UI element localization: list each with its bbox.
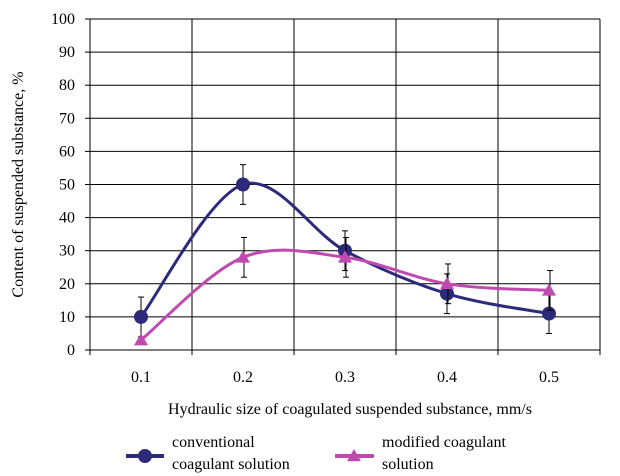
x-tick-label: 0.4	[437, 369, 457, 386]
data-point	[134, 333, 148, 346]
data-point	[338, 250, 352, 263]
data-point	[542, 306, 556, 321]
data-point	[440, 286, 454, 301]
data-point	[134, 309, 148, 324]
x-tick-label: 0.5	[539, 369, 559, 386]
x-tick-label: 0.2	[233, 369, 253, 386]
data-point	[236, 177, 250, 192]
data-point	[440, 276, 454, 290]
y-tick-label: 70	[59, 110, 75, 127]
data-point	[542, 283, 556, 296]
legend-item-modified: modified coagulant solution	[335, 434, 507, 473]
legend-label-conventional-line1: conventional	[172, 434, 255, 451]
legend-label-conventional-line2: coagulant solution	[172, 456, 290, 473]
series-conventional	[134, 164, 556, 338]
y-tick-label: 10	[59, 309, 75, 326]
y-tick-label: 60	[59, 143, 75, 160]
y-tick-label: 100	[51, 11, 75, 28]
data-point	[236, 250, 250, 263]
legend-marker-conventional	[138, 449, 152, 463]
series-line	[139, 181, 550, 318]
legend-marker-modified	[347, 449, 361, 462]
y-axis-label: Content of suspended substance, %	[10, 71, 27, 297]
x-ticks: 0.1 0.2 0.3 0.4 0.5	[131, 369, 559, 386]
x-axis-label: Hydraulic size of coagulated suspended s…	[168, 401, 532, 418]
legend-label-modified-line1: modified coagulant	[382, 434, 507, 451]
y-tick-label: 20	[59, 276, 75, 293]
y-tick-label: 30	[59, 243, 75, 260]
grid	[90, 18, 601, 350]
y-tick-label: 90	[59, 44, 75, 61]
series	[134, 164, 556, 346]
legend-item-conventional: conventional coagulant solution	[126, 434, 290, 473]
y-ticks: 0 10 20 30 40 50 60 70 80 90 100	[51, 11, 75, 359]
y-tick-label: 40	[59, 210, 75, 227]
legend-label-modified-line2: solution	[382, 456, 434, 473]
y-tick-label: 0	[67, 342, 75, 359]
y-tick-label: 50	[59, 177, 75, 194]
y-tick-label: 80	[59, 77, 75, 94]
legend: conventional coagulant solution modified…	[126, 434, 507, 473]
axes	[85, 18, 601, 355]
x-tick-label: 0.3	[335, 369, 355, 386]
x-tick-label: 0.1	[131, 369, 151, 386]
series-modified	[134, 236, 556, 346]
